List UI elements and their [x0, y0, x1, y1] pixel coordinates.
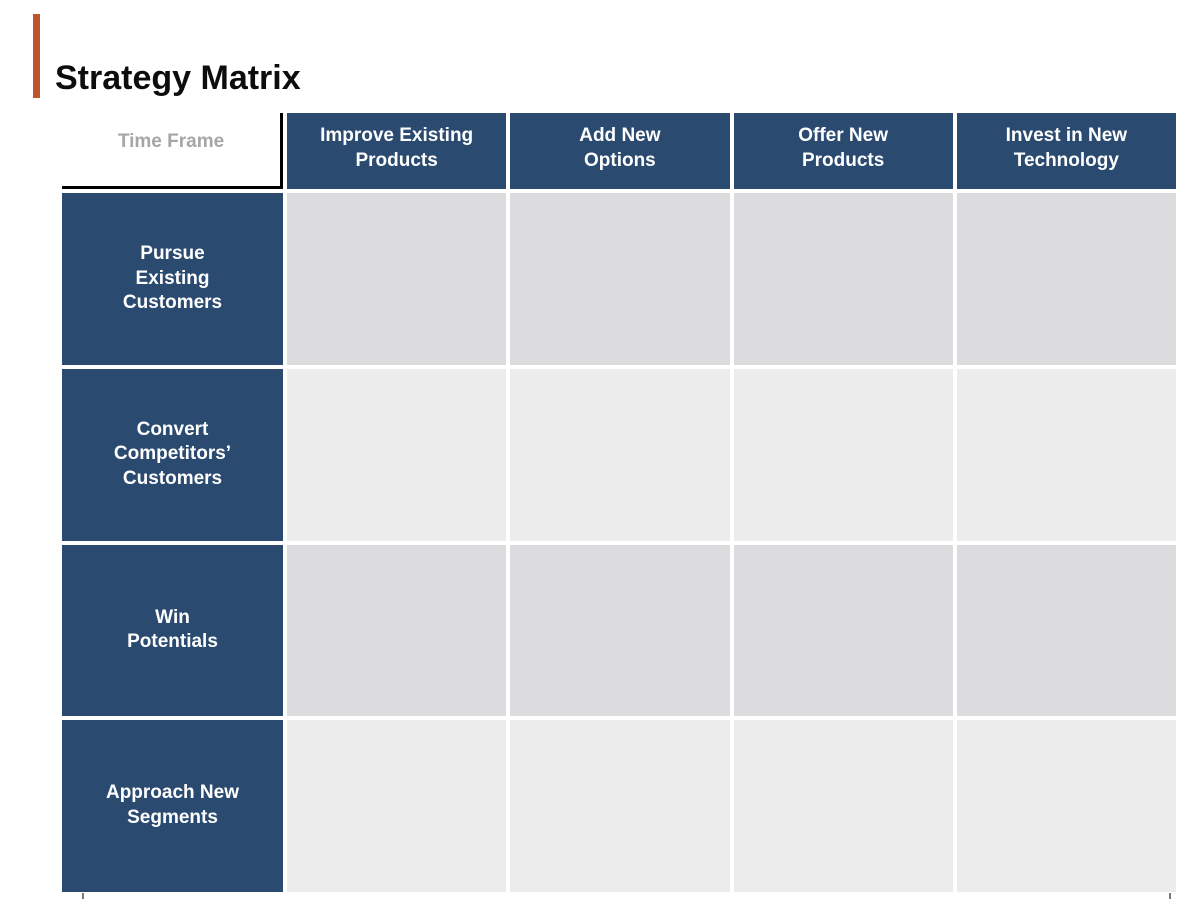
matrix-cell	[733, 193, 953, 365]
row-header-convert-competitors-customers: Convert Competitors’ Customers	[62, 368, 283, 541]
matrix-cell	[510, 193, 730, 365]
bottom-right-tick-mark	[1169, 893, 1171, 899]
page-title: Strategy Matrix	[55, 58, 301, 97]
column-header-offer-new-products: Offer New Products	[733, 113, 953, 189]
row-header-win-potentials: Win Potentials	[62, 544, 283, 717]
column-header-improve-existing-products: Improve Existing Products	[287, 113, 507, 189]
matrix-cell	[287, 368, 507, 541]
title-accent-bar	[33, 14, 40, 98]
matrix-cell	[956, 368, 1176, 541]
strategy-matrix-table: Time Frame Improve Existing Products Add…	[62, 113, 1176, 892]
matrix-cell	[510, 368, 730, 541]
matrix-cell	[287, 193, 507, 365]
column-header-invest-in-new-technology: Invest in New Technology	[956, 113, 1176, 189]
bottom-left-tick-mark	[82, 893, 84, 899]
matrix-cell	[510, 720, 730, 892]
matrix-cell	[733, 720, 953, 892]
column-header-add-new-options: Add New Options	[510, 113, 730, 189]
row-header-approach-new-segments: Approach New Segments	[62, 720, 283, 892]
row-header-pursue-existing-customers: Pursue Existing Customers	[62, 193, 283, 365]
matrix-cell	[956, 193, 1176, 365]
matrix-cell	[510, 544, 730, 717]
matrix-cell	[287, 544, 507, 717]
corner-cell-time-frame: Time Frame	[62, 113, 283, 189]
matrix-cell	[287, 720, 507, 892]
matrix-cell	[733, 368, 953, 541]
matrix-cell	[956, 720, 1176, 892]
matrix-cell	[956, 544, 1176, 717]
matrix-cell	[733, 544, 953, 717]
